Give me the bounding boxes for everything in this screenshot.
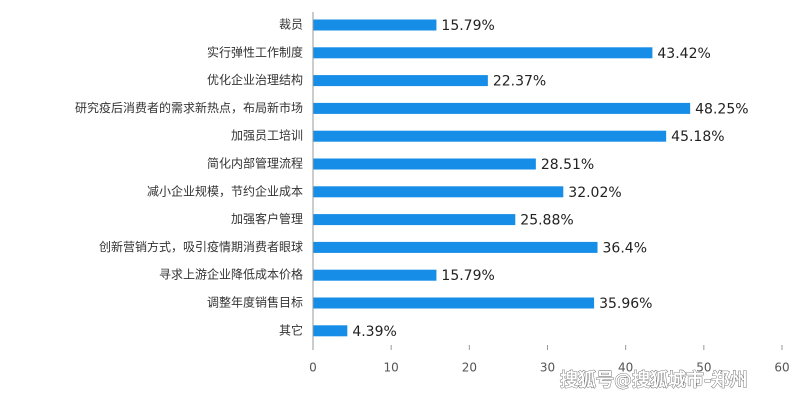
- x-tick-label: 60: [774, 361, 789, 375]
- category-label: 其它: [279, 322, 303, 337]
- value-label: 28.51%: [541, 157, 594, 173]
- category-label: 调整年度销售目标: [207, 295, 303, 310]
- bar: [313, 158, 536, 170]
- category-label: 实行弹性工作制度: [207, 44, 303, 59]
- value-label: 32.02%: [568, 185, 621, 201]
- value-label: 43.42%: [657, 46, 710, 62]
- category-label: 简化内部管理流程: [207, 156, 303, 171]
- category-label: 裁员: [279, 18, 303, 32]
- value-label: 45.18%: [671, 129, 724, 145]
- bar: [313, 269, 437, 281]
- category-label: 加强客户管理: [231, 211, 303, 226]
- bar: [313, 186, 564, 198]
- x-tick-label: 40: [618, 361, 633, 375]
- x-tick-label: 20: [462, 361, 477, 375]
- bar: [313, 19, 437, 31]
- value-label: 15.79%: [441, 18, 494, 34]
- bar: [313, 214, 516, 226]
- bar: [313, 130, 667, 142]
- bar: [313, 297, 595, 309]
- value-label: 25.88%: [520, 213, 573, 229]
- bar: [313, 325, 348, 337]
- value-label: 35.96%: [599, 296, 652, 312]
- bar: [313, 102, 691, 114]
- x-tick-label: 10: [384, 361, 399, 375]
- value-label: 15.79%: [441, 268, 494, 284]
- category-label: 优化企业治理结构: [207, 72, 303, 87]
- watermark: 搜狐号@搜狐城市-郑州: [560, 369, 747, 391]
- bar: [313, 47, 653, 59]
- x-tick-label: 0: [309, 361, 317, 375]
- category-label: 寻求上游企业降低成本价格: [159, 267, 303, 282]
- category-label: 加强员工培训: [231, 128, 303, 143]
- value-label: 48.25%: [695, 101, 748, 117]
- value-label: 22.37%: [493, 74, 546, 90]
- bar: [313, 75, 488, 87]
- bar: [313, 241, 598, 253]
- value-label: 36.4%: [603, 240, 647, 256]
- category-label: 创新营销方式，吸引疫情期消费者眼球: [99, 239, 303, 254]
- value-label: 4.39%: [352, 324, 396, 340]
- x-tick-label: 50: [696, 361, 711, 375]
- category-label: 研究疫后消费者的需求新热点，布局新市场: [75, 100, 303, 115]
- category-label: 减小企业规模，节约企业成本: [147, 183, 303, 198]
- x-tick-label: 30: [540, 361, 555, 375]
